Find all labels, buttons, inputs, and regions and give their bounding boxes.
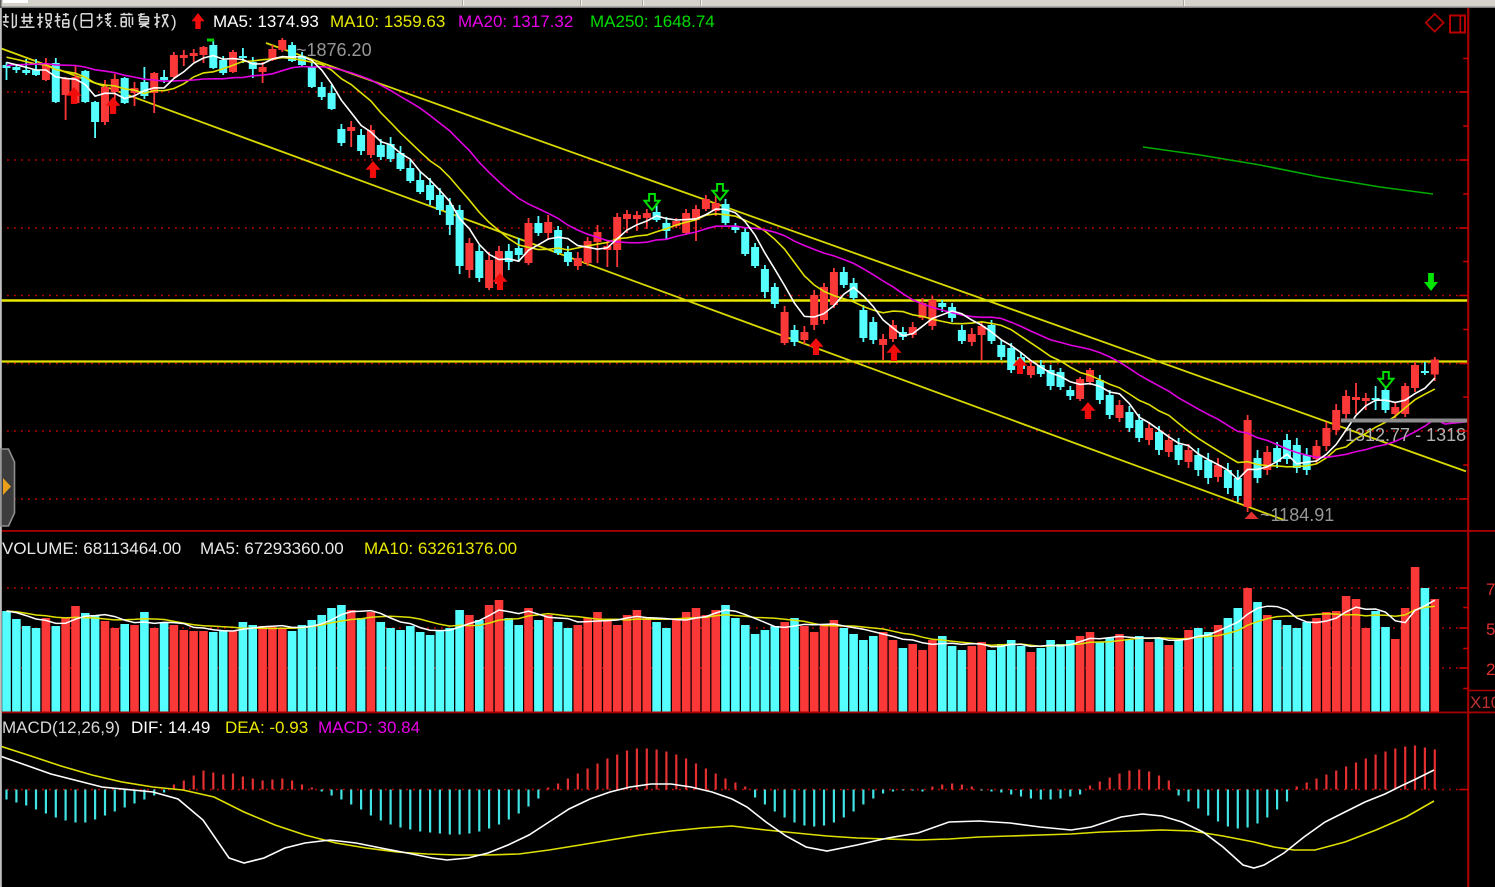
- svg-text:MA250: 1648.74: MA250: 1648.74: [590, 12, 715, 31]
- svg-text:MACD(12,26,9): MACD(12,26,9): [2, 718, 120, 737]
- svg-text:VOLUME: 68113464.00: VOLUME: 68113464.00: [2, 539, 181, 558]
- svg-text:DEA: -0.93: DEA: -0.93: [225, 718, 308, 737]
- svg-text:X10000: X10000: [1470, 693, 1495, 712]
- svg-text:1312.77 - 1318: 1312.77 - 1318: [1345, 425, 1466, 445]
- svg-text:MA10: 63261376.00: MA10: 63261376.00: [364, 539, 517, 558]
- svg-text:~1184.91: ~1184.91: [1260, 505, 1334, 525]
- svg-text:MA20: 1317.32: MA20: 1317.32: [458, 12, 573, 31]
- svg-text:~1876.20: ~1876.20: [296, 40, 372, 60]
- svg-text:500000: 500000: [1486, 620, 1495, 639]
- svg-text:750000: 750000: [1486, 580, 1495, 599]
- svg-text:MA10: 1359.63: MA10: 1359.63: [330, 12, 445, 31]
- svg-text:): ): [171, 12, 177, 31]
- svg-text:.: .: [113, 12, 118, 31]
- svg-text:(: (: [72, 12, 78, 31]
- svg-text:DIF: 14.49: DIF: 14.49: [131, 718, 210, 737]
- svg-text:250000: 250000: [1486, 660, 1495, 679]
- svg-text:MA5: 1374.93: MA5: 1374.93: [213, 12, 319, 31]
- svg-text:MA5: 67293360.00: MA5: 67293360.00: [200, 539, 344, 558]
- svg-text:MACD: 30.84: MACD: 30.84: [318, 718, 420, 737]
